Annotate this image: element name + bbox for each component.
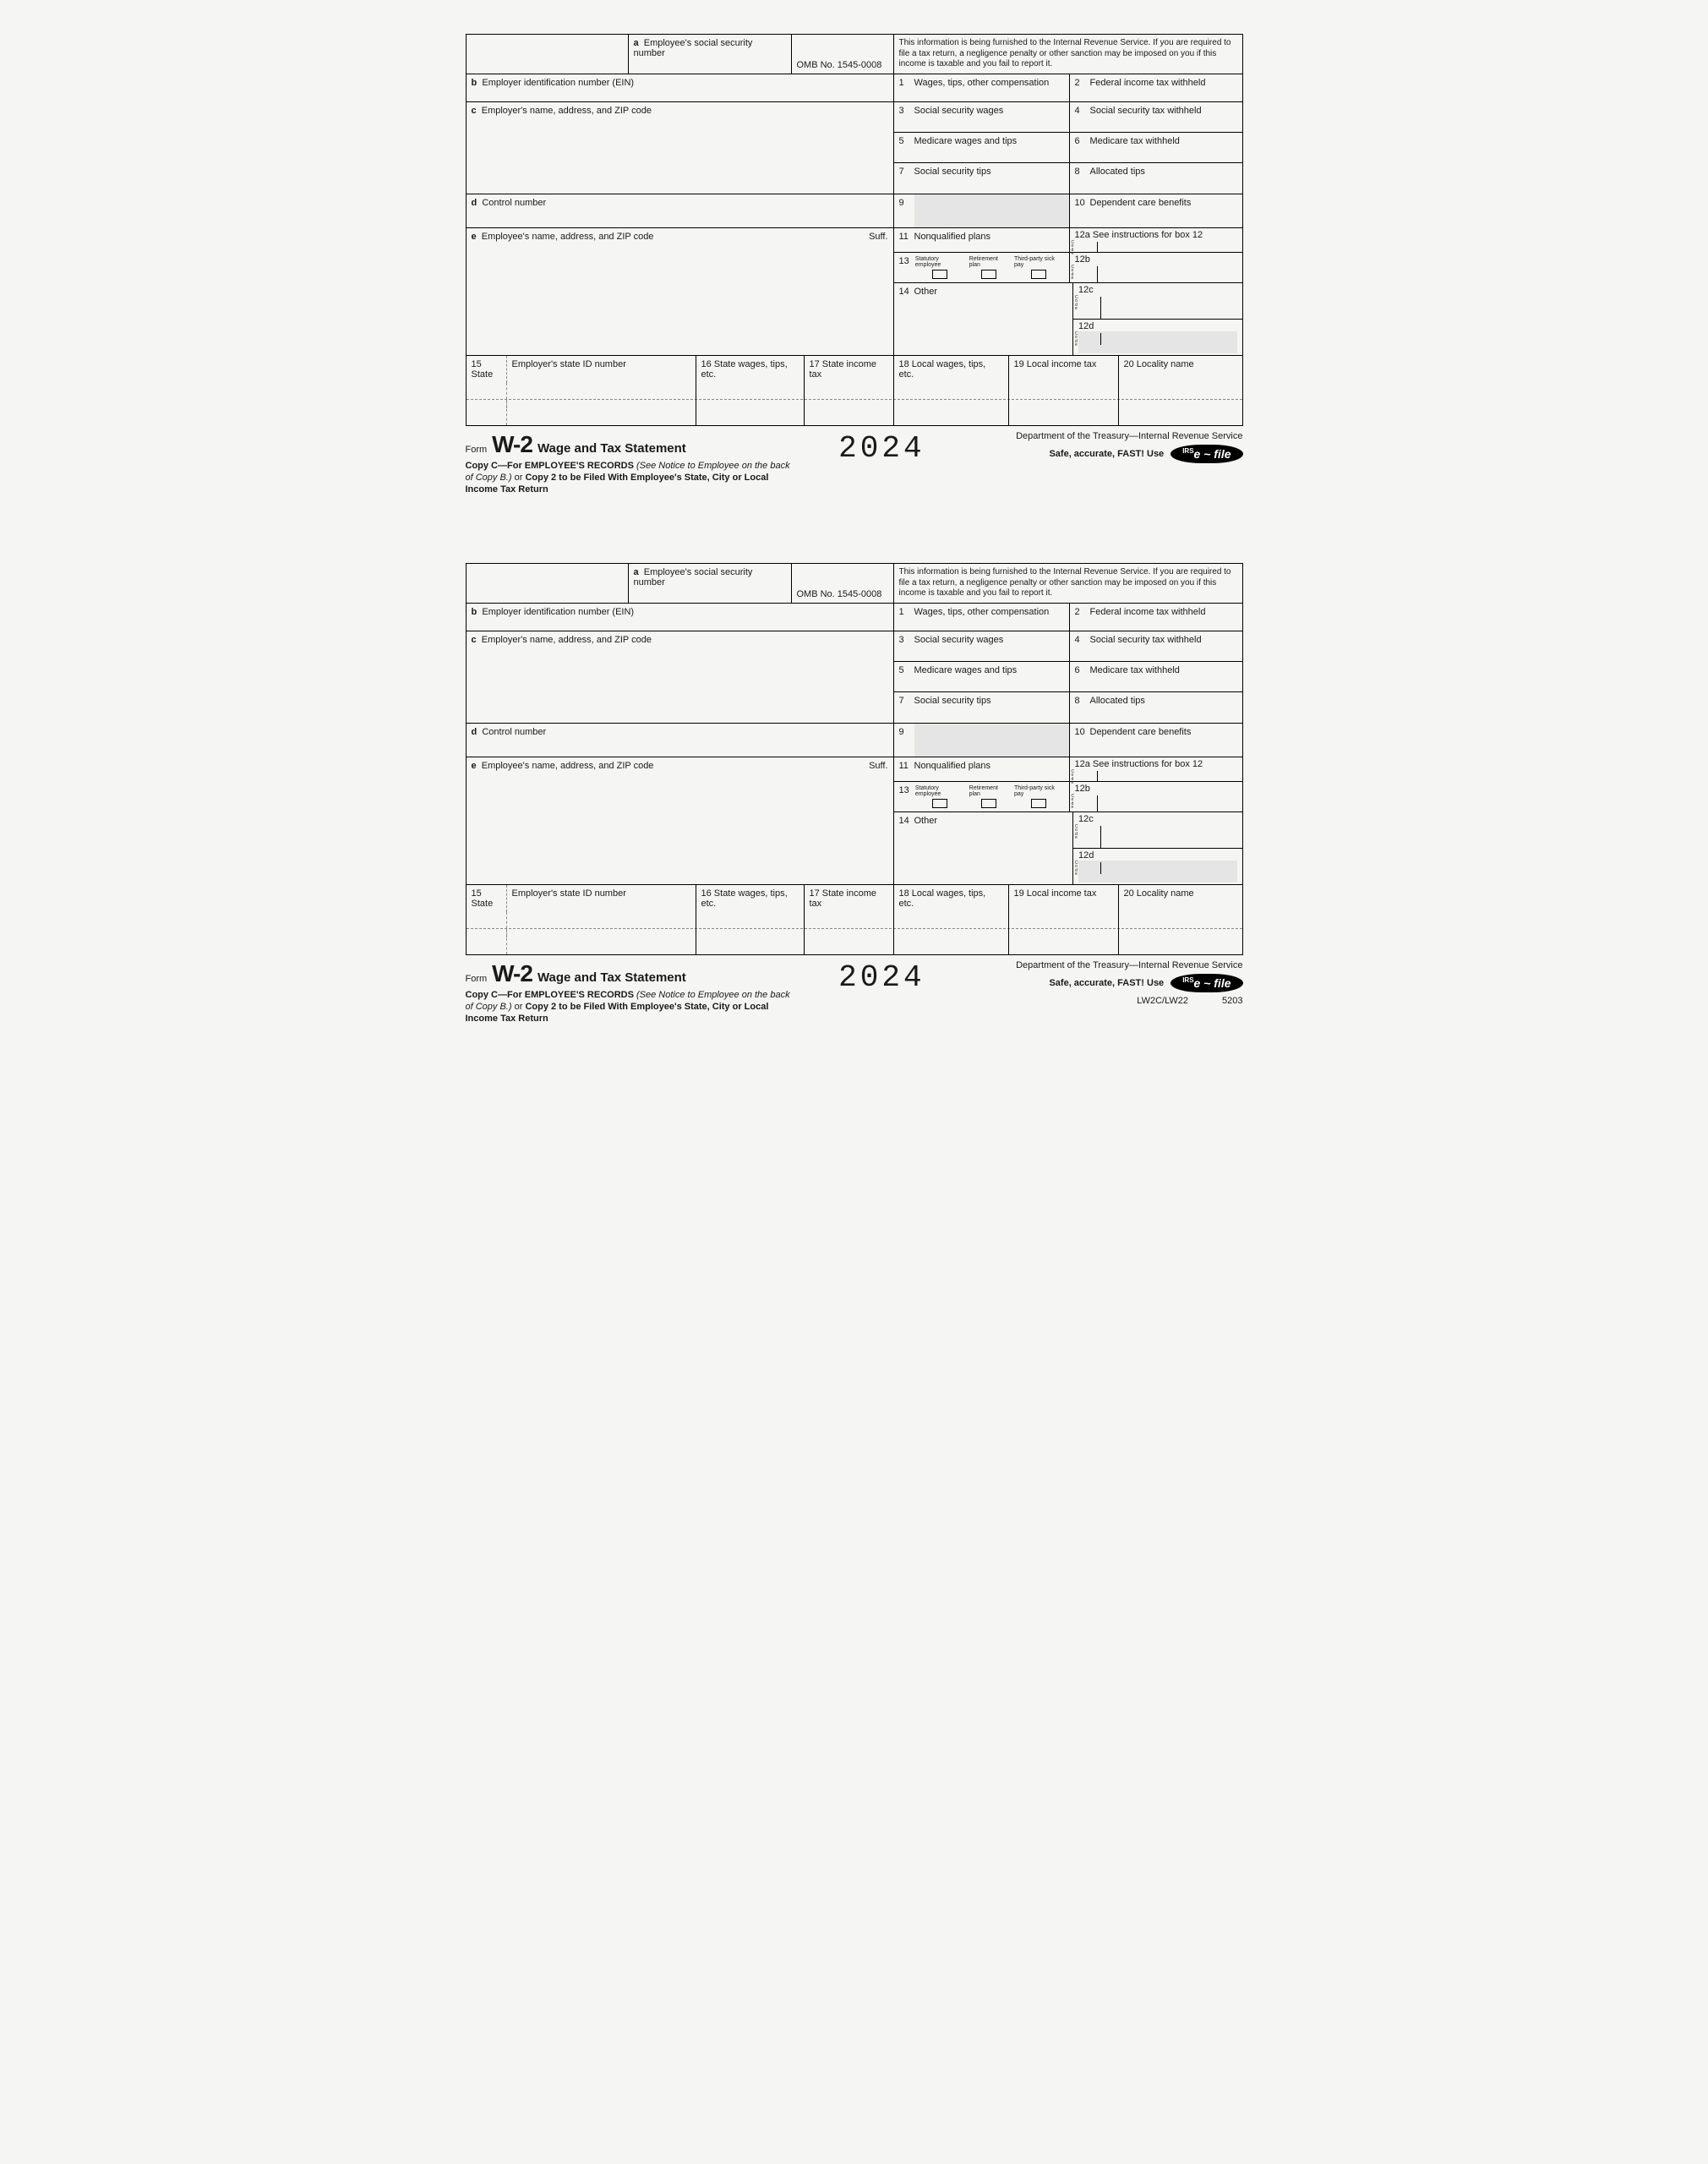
box-12a-label: 12a See instructions for box 12 Code — [1070, 757, 1242, 781]
form-word: Form — [466, 974, 488, 984]
box-16-label: 16 State wages, tips, etc. — [696, 885, 805, 912]
tax-year: 2024 — [799, 431, 965, 466]
box-12b-label: 12b Code — [1070, 782, 1242, 812]
safe-text: Safe, accurate, FAST! Use — [1049, 449, 1164, 459]
box-1-label: 1Wages, tips, other compensation — [894, 604, 1070, 631]
form-code: W-2 — [492, 431, 532, 458]
box-19-label: 19 Local income tax — [1009, 885, 1119, 912]
tax-year: 2024 — [799, 960, 965, 995]
box-b-label: b Employer identification number (EIN) — [467, 74, 894, 101]
box-3-label: 3Social security wages — [894, 102, 1070, 132]
checkbox-thirdparty[interactable]: Third-party sick pay — [1014, 785, 1064, 808]
box-7-label: 7Social security tips — [894, 163, 1070, 194]
form-title-text: Wage and Tax Statement — [538, 441, 686, 456]
box-5-label: 5Medicare wages and tips — [894, 133, 1070, 162]
box-d-label: d Control number — [467, 724, 894, 757]
box-e-label: e Employee's name, address, and ZIP code… — [467, 757, 894, 884]
box-3-label: 3Social security wages — [894, 631, 1070, 661]
form-title-text: Wage and Tax Statement — [538, 970, 686, 985]
disclaimer-text: This information is being furnished to t… — [894, 564, 1242, 603]
form-code: W-2 — [492, 960, 532, 987]
box-2-label: 2Federal income tax withheld — [1070, 604, 1242, 631]
box-16-label: 16 State wages, tips, etc. — [696, 356, 805, 383]
box-17-label: 17 State income tax — [805, 356, 894, 383]
box-12c-label: 12c Code — [1073, 812, 1242, 849]
w2-form-top: a Employee's social security number OMB … — [466, 34, 1243, 495]
form-word: Form — [466, 445, 488, 455]
omb-number: OMB No. 1545-0008 — [792, 35, 894, 74]
checkbox-statutory[interactable]: Statutory employee — [915, 785, 964, 808]
box-a-label: a Employee's social security number — [629, 35, 792, 74]
box-10-label: 10Dependent care benefits — [1070, 194, 1242, 227]
box-9: 9 — [894, 194, 1070, 227]
box-4-label: 4Social security tax withheld — [1070, 102, 1242, 132]
box-8-label: 8Allocated tips — [1070, 692, 1242, 723]
copy-text: Copy C—For EMPLOYEE'S RECORDS (See Notic… — [466, 460, 799, 496]
department-text: Department of the Treasury—Internal Reve… — [965, 431, 1243, 441]
efile-badge-icon: IRSe ~ file — [1170, 445, 1242, 463]
safe-text: Safe, accurate, FAST! Use — [1049, 978, 1164, 988]
footer-code-1: LW2C/LW22 — [1137, 996, 1188, 1006]
box-13: 13 Statutory employee Retirement plan Th… — [894, 253, 1070, 282]
box-20-label: 20 Locality name — [1119, 885, 1242, 912]
box-13: 13 Statutory employee Retirement plan Th… — [894, 782, 1070, 812]
box-11-label: 11Nonqualified plans — [894, 228, 1070, 252]
box-4-label: 4Social security tax withheld — [1070, 631, 1242, 661]
box-5-label: 5Medicare wages and tips — [894, 662, 1070, 691]
copy-text: Copy C—For EMPLOYEE'S RECORDS (See Notic… — [466, 989, 799, 1025]
box-6-label: 6Medicare tax withheld — [1070, 662, 1242, 691]
box-15-label: 15 State Employer's state ID number — [467, 885, 696, 912]
footer-code-2: 5203 — [1222, 996, 1242, 1006]
box-10-label: 10Dependent care benefits — [1070, 724, 1242, 757]
form-footer: Form W-2 Wage and Tax Statement Copy C—F… — [466, 431, 1243, 496]
cell-empty — [467, 564, 629, 603]
box-12d-label: 12d Code — [1073, 320, 1242, 355]
box-18-label: 18 Local wages, tips, etc. — [894, 356, 1009, 383]
box-17-label: 17 State income tax — [805, 885, 894, 912]
box-6-label: 6Medicare tax withheld — [1070, 133, 1242, 162]
w2-page: a Employee's social security number OMB … — [466, 34, 1243, 1025]
efile-badge-icon: IRSe ~ file — [1170, 974, 1242, 992]
box-12b-label: 12b Code — [1070, 253, 1242, 282]
cell-empty — [467, 35, 629, 74]
box-12c-label: 12c Code — [1073, 283, 1242, 320]
box-8-label: 8Allocated tips — [1070, 163, 1242, 194]
box-18-label: 18 Local wages, tips, etc. — [894, 885, 1009, 912]
disclaimer-text: This information is being furnished to t… — [894, 35, 1242, 74]
department-text: Department of the Treasury—Internal Reve… — [965, 960, 1243, 970]
omb-number: OMB No. 1545-0008 — [792, 564, 894, 603]
box-19-label: 19 Local income tax — [1009, 356, 1119, 383]
box-b-label: b Employer identification number (EIN) — [467, 604, 894, 631]
box-1-label: 1Wages, tips, other compensation — [894, 74, 1070, 101]
w2-form-bottom: a Employee's social security number OMB … — [466, 563, 1243, 1025]
box-e-label: e Employee's name, address, and ZIP code… — [467, 228, 894, 355]
form-footer: Form W-2 Wage and Tax Statement Copy C—F… — [466, 960, 1243, 1025]
box-a-label: a Employee's social security number — [629, 564, 792, 603]
checkbox-retirement[interactable]: Retirement plan — [969, 785, 1009, 808]
box-12a-label: 12a See instructions for box 12 Code — [1070, 228, 1242, 252]
checkbox-thirdparty[interactable]: Third-party sick pay — [1014, 256, 1064, 279]
box-c-label: c Employer's name, address, and ZIP code — [467, 102, 894, 194]
box-11-label: 11Nonqualified plans — [894, 757, 1070, 781]
box-14-label: 14Other — [894, 283, 1074, 355]
box-2-label: 2Federal income tax withheld — [1070, 74, 1242, 101]
box-7-label: 7Social security tips — [894, 692, 1070, 723]
box-15-label: 15 State Employer's state ID number — [467, 356, 696, 383]
box-9: 9 — [894, 724, 1070, 757]
box-d-label: d Control number — [467, 194, 894, 227]
box-20-label: 20 Locality name — [1119, 356, 1242, 383]
box-12d-label: 12d Code — [1073, 849, 1242, 884]
box-14-label: 14Other — [894, 812, 1074, 884]
checkbox-statutory[interactable]: Statutory employee — [915, 256, 964, 279]
box-c-label: c Employer's name, address, and ZIP code — [467, 631, 894, 723]
checkbox-retirement[interactable]: Retirement plan — [969, 256, 1009, 279]
